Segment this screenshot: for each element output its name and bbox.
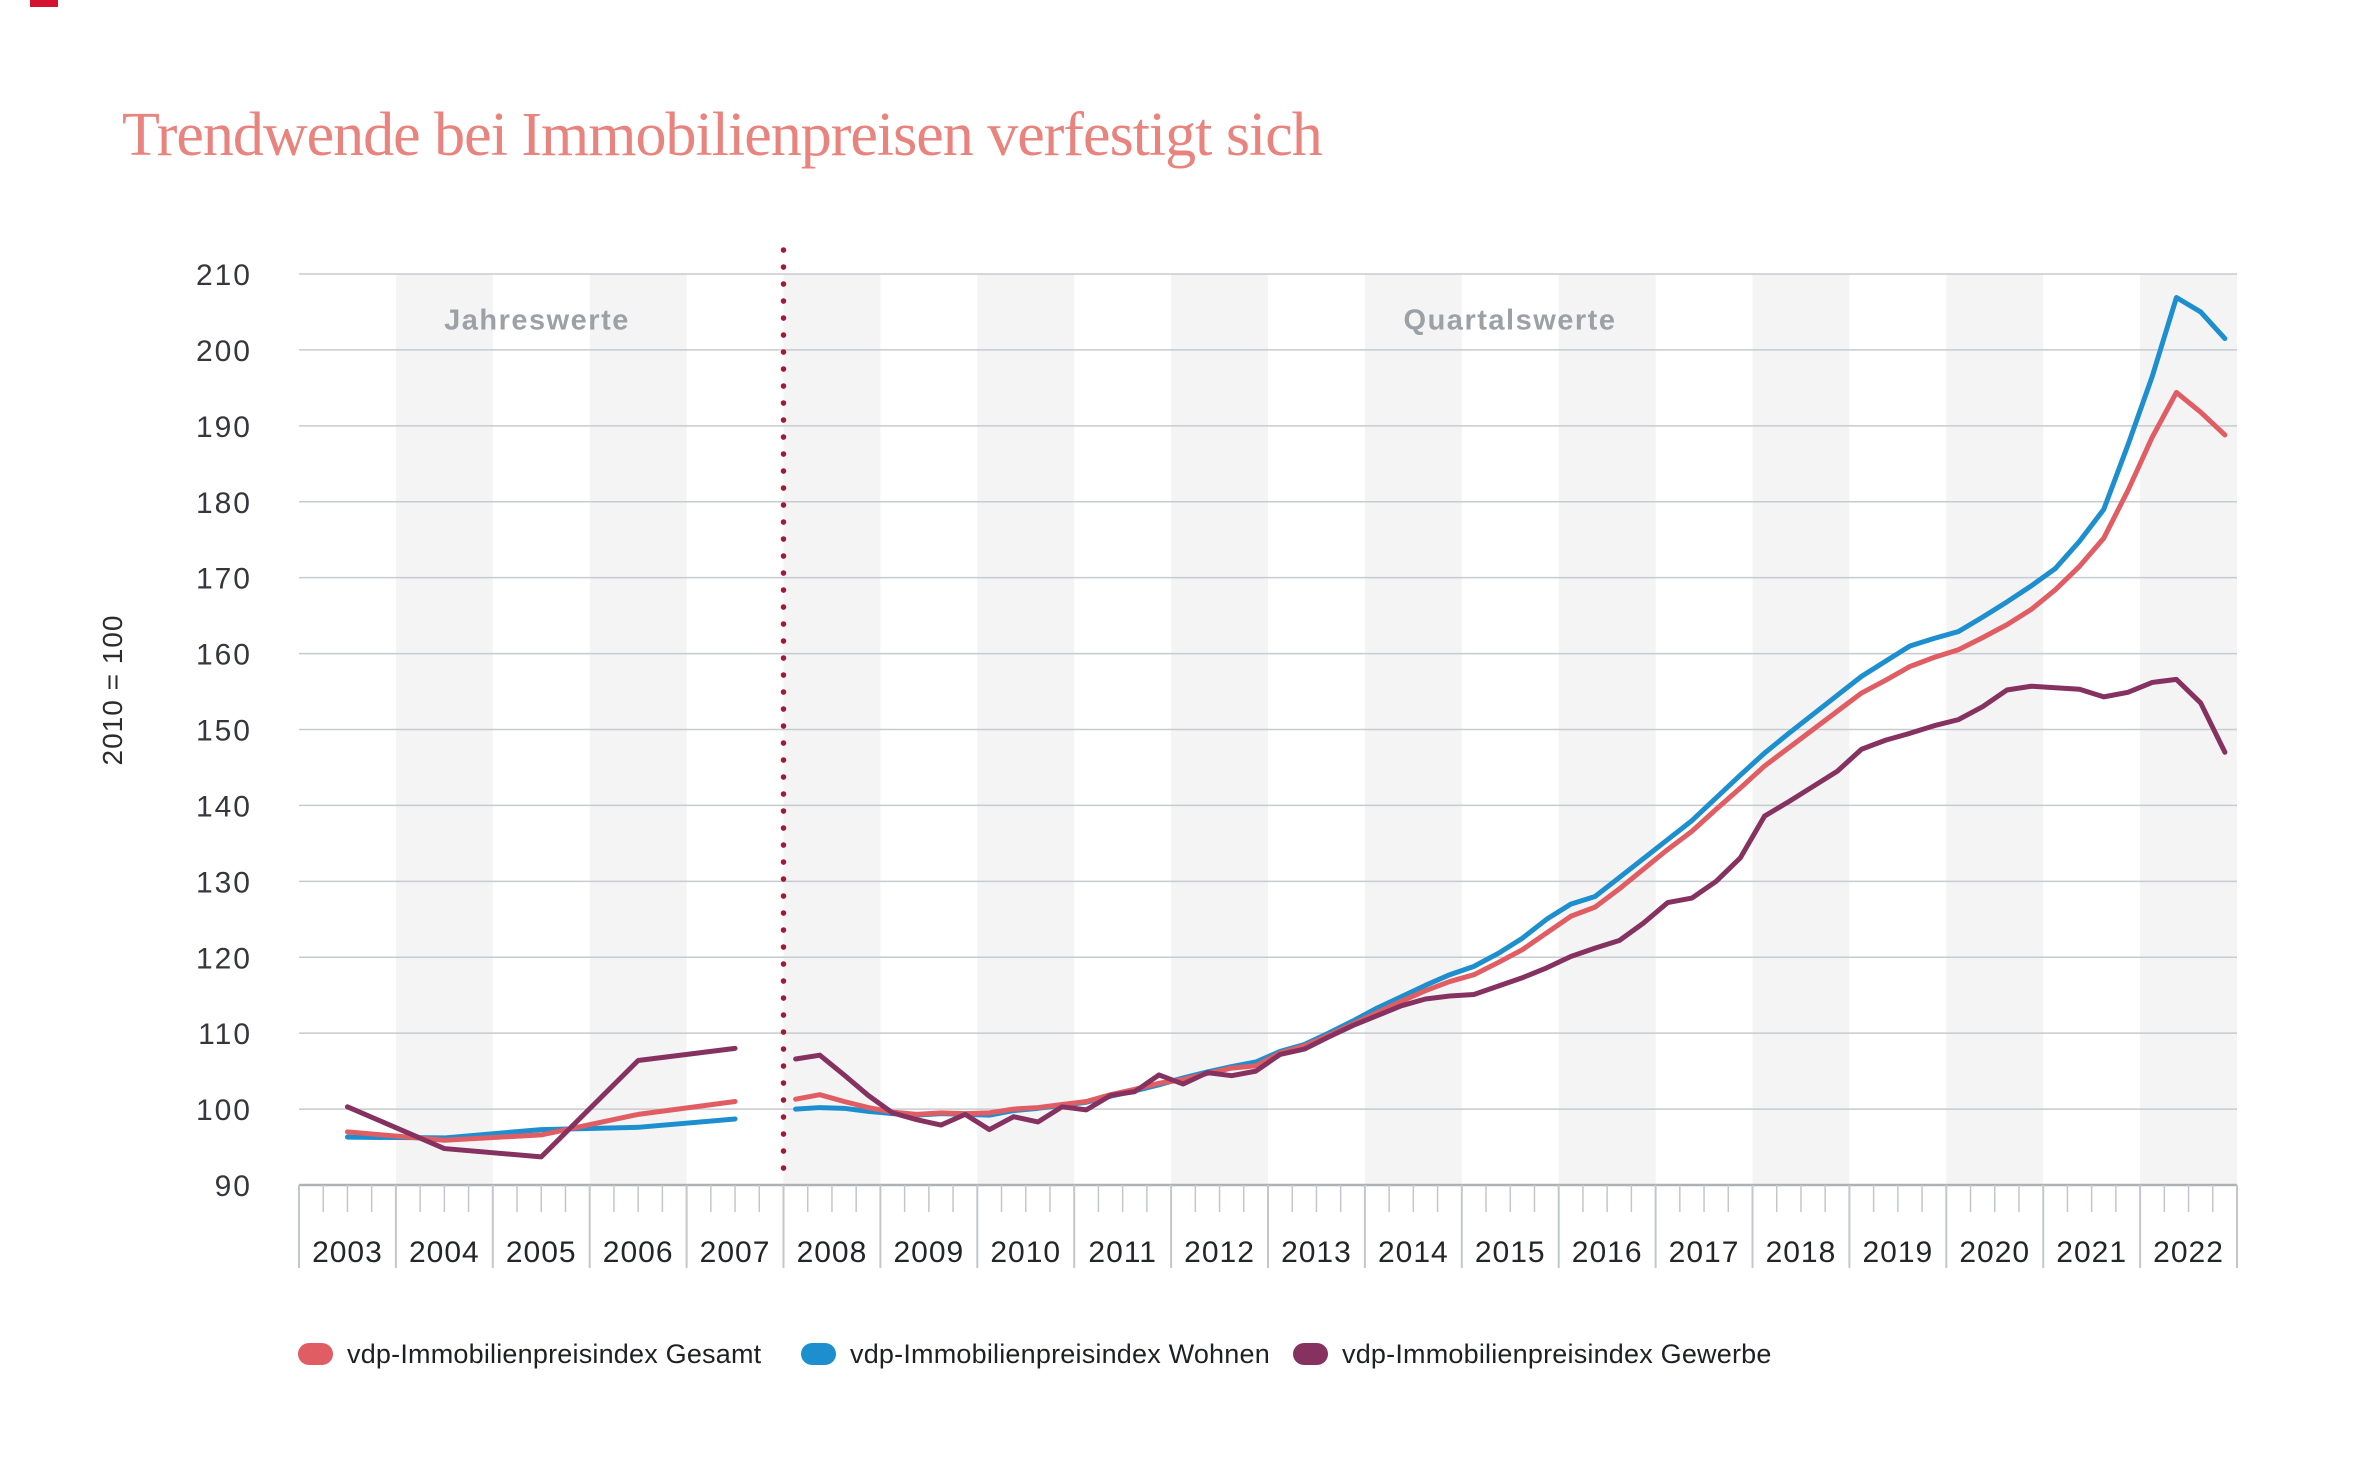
x-tick-label-2013: 2013 [1281, 1236, 1352, 1269]
y-tick-label-130: 130 [196, 866, 252, 899]
x-tick-label-2008: 2008 [797, 1236, 868, 1269]
y-tick-label-100: 100 [196, 1094, 252, 1127]
legend-item-gewerbe: vdp-Immobilienpreisindex Gewerbe [1293, 1336, 1772, 1372]
logo-mark [30, 0, 58, 7]
x-tick-label-2003: 2003 [312, 1236, 383, 1269]
y-tick-label-160: 160 [196, 639, 252, 672]
x-tick-label-2011: 2011 [1088, 1236, 1157, 1269]
legend-swatch-gewerbe [1293, 1343, 1328, 1365]
x-tick-label-2016: 2016 [1572, 1236, 1643, 1269]
x-tick-label-2015: 2015 [1475, 1236, 1546, 1269]
x-tick-label-2007: 2007 [700, 1236, 771, 1269]
line-annual-gewerbe [344, 1045, 738, 1160]
x-tick-label-2014: 2014 [1378, 1236, 1449, 1269]
y-tick-label-90: 90 [215, 1170, 252, 1203]
y-tick-label-110: 110 [198, 1018, 252, 1051]
legend-swatch-gesamt [298, 1343, 333, 1365]
x-tick-label-2004: 2004 [409, 1236, 480, 1269]
annual-section-label: Jahreswerte [444, 304, 630, 337]
y-axis-title: 2010 = 100 [97, 614, 128, 766]
line-annual-gesamt [344, 1098, 738, 1143]
x-tick-label-2021: 2021 [2056, 1236, 2127, 1269]
legend-label-gewerbe: vdp-Immobilienpreisindex Gewerbe [1342, 1338, 1772, 1369]
legend-item-wohnen: vdp-Immobilienpreisindex Wohnen [801, 1336, 1270, 1372]
x-tick-label-2006: 2006 [603, 1236, 674, 1269]
x-tick-label-2017: 2017 [1669, 1236, 1740, 1269]
line-quarterly-gewerbe [793, 676, 2228, 1133]
legend-label-gesamt: vdp-Immobilienpreisindex Gesamt [347, 1338, 762, 1369]
legend-label-wohnen: vdp-Immobilienpreisindex Wohnen [850, 1338, 1270, 1369]
x-tick-label-2022: 2022 [2153, 1236, 2224, 1269]
y-tick-label-210: 210 [196, 259, 252, 292]
y-tick-label-120: 120 [196, 942, 252, 975]
x-tick-label-2010: 2010 [990, 1236, 1061, 1269]
quarterly-section-label: Quartalswerte [1403, 304, 1617, 337]
x-tick-label-2020: 2020 [1959, 1236, 2030, 1269]
y-tick-label-170: 170 [196, 563, 252, 596]
legend-swatch-wohnen [801, 1343, 836, 1365]
x-tick-label-2009: 2009 [893, 1236, 964, 1269]
line-quarterly-gesamt [793, 389, 2228, 1117]
y-tick-label-180: 180 [196, 487, 252, 520]
x-tick-label-2012: 2012 [1184, 1236, 1255, 1269]
legend: vdp-Immobilienpreisindex Gesamt vdp-Immo… [0, 1336, 2362, 1372]
y-tick-label-200: 200 [196, 335, 252, 368]
x-tick-label-2005: 2005 [506, 1236, 577, 1269]
x-tick-label-2018: 2018 [1766, 1236, 1837, 1269]
y-tick-label-140: 140 [196, 790, 252, 823]
page-title: Trendwende bei Immobilienpreisen verfest… [122, 101, 1323, 169]
x-tick-label-2019: 2019 [1862, 1236, 1933, 1269]
y-tick-label-150: 150 [196, 715, 252, 748]
y-tick-label-190: 190 [196, 411, 252, 444]
legend-item-gesamt: vdp-Immobilienpreisindex Gesamt [298, 1336, 761, 1372]
